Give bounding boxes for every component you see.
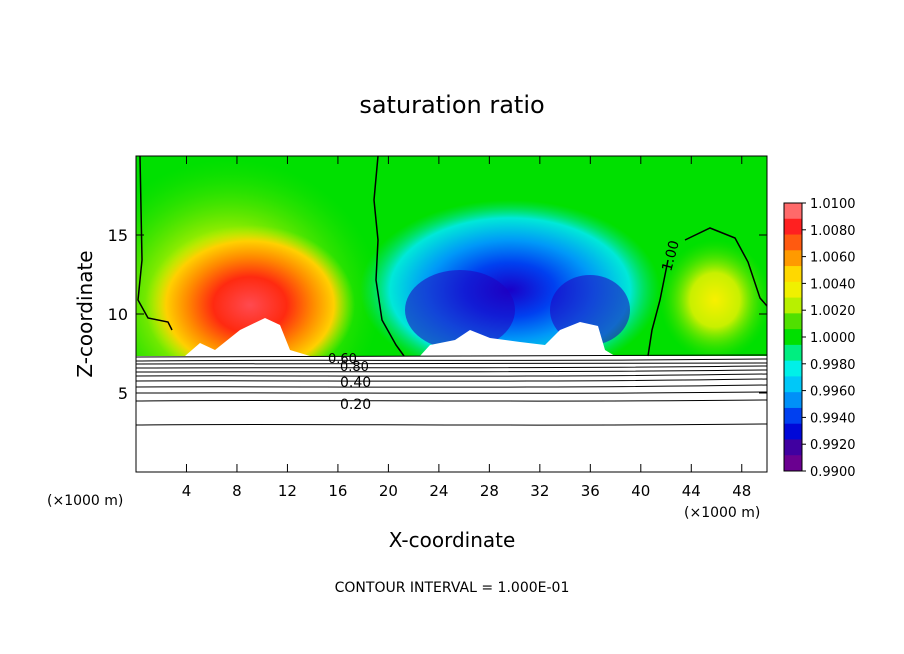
- x-tick-label: 4: [182, 482, 192, 500]
- colorbar: 1.0100 1.0080 1.0060 1.0040 1.0020 1.0000 0.99…: [783, 197, 856, 480]
- y-tick-label: 15: [108, 226, 128, 245]
- subsaturated-core-left: [405, 270, 515, 350]
- x-tick-label: 40: [631, 482, 650, 500]
- colorbar-label: 0.9920: [810, 438, 856, 453]
- colorbar-swatch: [784, 281, 802, 299]
- colorbar-swatch: [784, 392, 802, 409]
- x-tick-label: 48: [732, 482, 751, 500]
- colorbar-label: 0.9960: [810, 385, 856, 400]
- contour-label-0-20: 0.20: [340, 397, 371, 413]
- x-axis: 4 8 12 16 20 24 28 32 36 40 44 48: [182, 156, 751, 500]
- chart-title: saturation ratio: [359, 91, 544, 119]
- colorbar-label: 1.0080: [810, 224, 856, 239]
- colorbar-label: 1.0060: [810, 251, 856, 266]
- x-tick-label: 36: [581, 482, 600, 500]
- colorbar-label: 1.0100: [810, 197, 856, 212]
- colorbar-swatch: [784, 423, 802, 440]
- x-tick-label: 20: [379, 482, 398, 500]
- y-tick-label: 10: [108, 305, 128, 324]
- colorbar-swatch: [784, 407, 802, 425]
- y-tick-label: 5: [118, 384, 128, 403]
- contour-line-1-00-center: [373, 156, 405, 357]
- x-tick-label: 32: [530, 482, 549, 500]
- supersaturated-region-left: [145, 225, 355, 385]
- x-tick-label: 8: [232, 482, 242, 500]
- x-axis-unit-right: (×1000 m): [684, 505, 760, 521]
- colorbar-label: 1.0000: [810, 331, 856, 346]
- contour-label-0-60: 0.60: [328, 352, 357, 367]
- colorbar-swatch: [784, 250, 802, 267]
- plot-area: [136, 156, 767, 472]
- colorbar-swatch: [784, 218, 802, 236]
- x-tick-label: 44: [682, 482, 701, 500]
- x-tick-label: 24: [429, 482, 448, 500]
- y-axis: 5 10 15: [108, 226, 767, 403]
- colorbar-swatch: [784, 297, 802, 314]
- x-axis-title: X-coordinate: [389, 528, 516, 552]
- x-tick-label: 12: [278, 482, 297, 500]
- colorbar-swatch: [784, 344, 802, 362]
- colorbar-label: 1.0020: [810, 304, 856, 319]
- contour-interval-text: CONTOUR INTERVAL = 1.000E-01: [335, 580, 570, 596]
- x-axis-unit-left: (×1000 m): [47, 493, 123, 509]
- colorbar-swatch: [784, 376, 802, 393]
- colorbar-swatch: [784, 360, 802, 377]
- x-tick-label: 16: [328, 482, 347, 500]
- colorbar-swatch: [784, 455, 802, 472]
- supersaturated-region-right: [660, 240, 767, 360]
- x-tick-label: 28: [480, 482, 499, 500]
- contour-label-0-40: 0.40: [340, 375, 371, 391]
- contour-label-1-00: 1.00: [659, 239, 683, 273]
- contour-line-1-00-left: [137, 156, 173, 331]
- colorbar-swatch: [784, 329, 802, 346]
- colorbar-label: 0.9980: [810, 358, 856, 373]
- colorbar-label: 0.9900: [810, 465, 856, 480]
- contour-line-1-00-right: [647, 227, 767, 357]
- colorbar-swatch: [784, 439, 802, 456]
- colorbar-swatch: [784, 203, 802, 220]
- contour-label-0-80: 0.80: [340, 360, 369, 375]
- y-axis-title: Z-coordinate: [73, 250, 97, 377]
- contour-lines-lower: [136, 354, 767, 426]
- colorbar-label: 1.0040: [810, 277, 856, 292]
- colorbar-swatch: [784, 313, 802, 330]
- colorbar-swatch: [784, 266, 802, 283]
- colorbar-swatch: [784, 234, 802, 251]
- colorbar-label: 0.9940: [810, 411, 856, 426]
